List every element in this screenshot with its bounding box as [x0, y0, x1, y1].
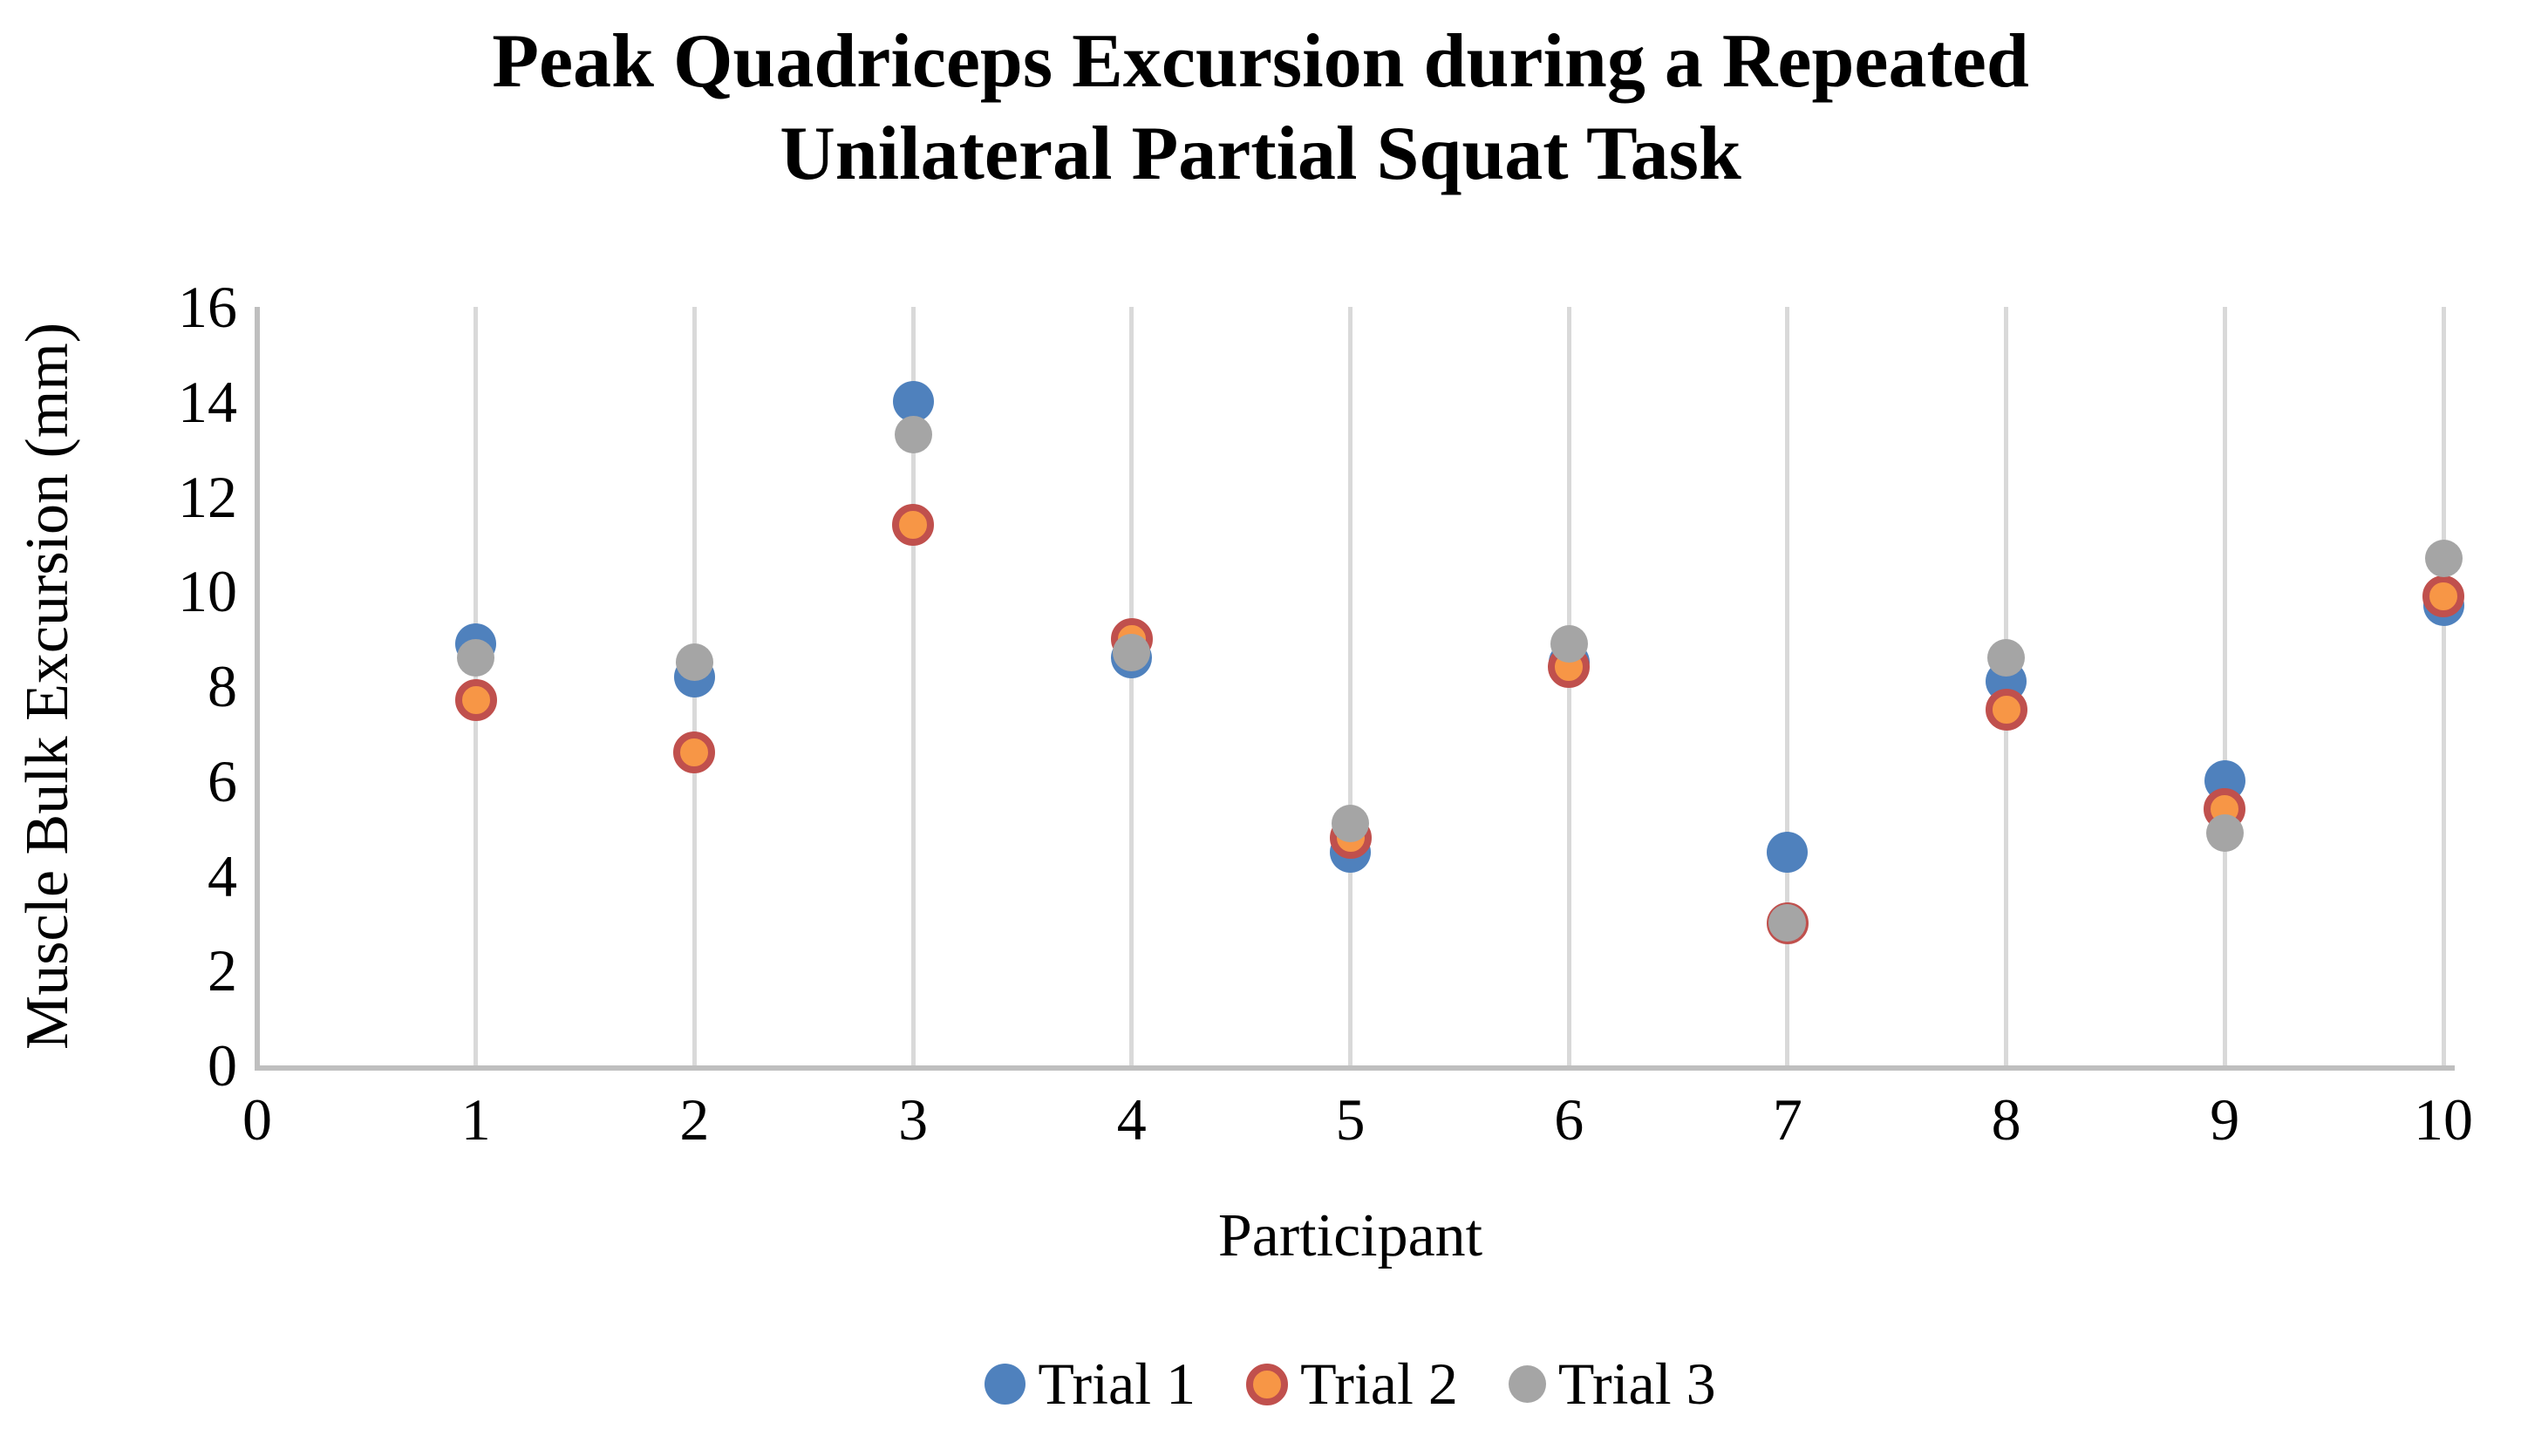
- x-tick-label-9: 9: [2210, 1086, 2240, 1153]
- data-point-trial3-participant6: [1550, 624, 1588, 663]
- legend-item-trial1: Trial 1: [985, 1350, 1196, 1419]
- y-tick-label-0: 0: [208, 1032, 237, 1099]
- legend-marker-trial2: [1246, 1363, 1289, 1405]
- data-point-trial3-participant8: [1987, 638, 2026, 677]
- gridline-x-10: [2441, 307, 2446, 1065]
- legend-label-trial1: Trial 1: [1038, 1351, 1196, 1417]
- x-tick-label-7: 7: [1772, 1086, 1802, 1153]
- data-point-trial3-participant3: [894, 416, 932, 454]
- data-point-trial1-participant3: [892, 381, 934, 423]
- x-tick-label-10: 10: [2414, 1086, 2473, 1153]
- data-point-trial2-participant8: [1985, 689, 2027, 731]
- gridline-x-4: [1129, 307, 1134, 1065]
- data-point-trial3-participant7: [1768, 904, 1807, 942]
- y-tick-label-16: 16: [178, 274, 237, 340]
- y-tick-label-2: 2: [208, 937, 237, 1004]
- x-tick-label-0: 0: [242, 1086, 272, 1153]
- data-point-trial2-participant1: [454, 679, 497, 722]
- x-tick-label-6: 6: [1554, 1086, 1584, 1153]
- chart-title: Peak Quadriceps Excursion during a Repea…: [0, 16, 2521, 200]
- legend-label-trial2: Trial 2: [1300, 1351, 1458, 1417]
- legend-label-trial3: Trial 3: [1557, 1351, 1716, 1417]
- y-tick-label-10: 10: [178, 558, 237, 625]
- x-tick-label-8: 8: [1991, 1086, 2021, 1153]
- data-point-trial3-participant10: [2424, 539, 2463, 577]
- y-tick-label-12: 12: [178, 463, 237, 530]
- data-point-trial3-participant9: [2205, 814, 2244, 853]
- y-tick-label-8: 8: [208, 653, 237, 719]
- legend-item-trial2: Trial 2: [1246, 1350, 1458, 1419]
- legend-item-trial3: Trial 3: [1508, 1350, 1716, 1419]
- legend-marker-trial3: [1508, 1365, 1546, 1403]
- x-tick-label-2: 2: [679, 1086, 710, 1153]
- chart-title-line-2: Unilateral Partial Squat Task: [780, 111, 1741, 196]
- x-axis-line: [255, 1065, 2455, 1071]
- data-point-trial2-participant10: [2422, 575, 2464, 617]
- data-point-trial3-participant5: [1332, 805, 1369, 843]
- data-point-trial3-participant4: [1113, 634, 1151, 672]
- gridline-x-7: [1785, 307, 1790, 1065]
- gridline-x-9: [2222, 307, 2227, 1065]
- y-tick-label-4: 4: [208, 842, 237, 909]
- y-tick-label-14: 14: [178, 368, 237, 435]
- x-tick-label-3: 3: [898, 1086, 929, 1153]
- gridline-x-3: [910, 307, 916, 1065]
- y-axis-line: [255, 307, 260, 1068]
- chart-title-line-1: Peak Quadriceps Excursion during a Repea…: [492, 19, 2029, 104]
- gridline-x-5: [1348, 307, 1352, 1065]
- data-point-trial1-participant7: [1767, 831, 1809, 873]
- y-tick-label-6: 6: [208, 747, 237, 814]
- data-point-trial2-participant3: [892, 504, 935, 547]
- data-point-trial2-participant2: [673, 731, 716, 774]
- x-tick-label-1: 1: [460, 1086, 491, 1153]
- x-tick-label-5: 5: [1335, 1086, 1366, 1153]
- x-tick-label-4: 4: [1116, 1086, 1147, 1153]
- legend: Trial 1 Trial 2 Trial 3: [257, 1350, 2443, 1419]
- x-axis-title: Participant: [1217, 1202, 1483, 1269]
- data-point-trial3-participant1: [457, 638, 495, 677]
- legend-marker-trial1: [985, 1364, 1026, 1405]
- data-point-trial3-participant2: [675, 643, 713, 682]
